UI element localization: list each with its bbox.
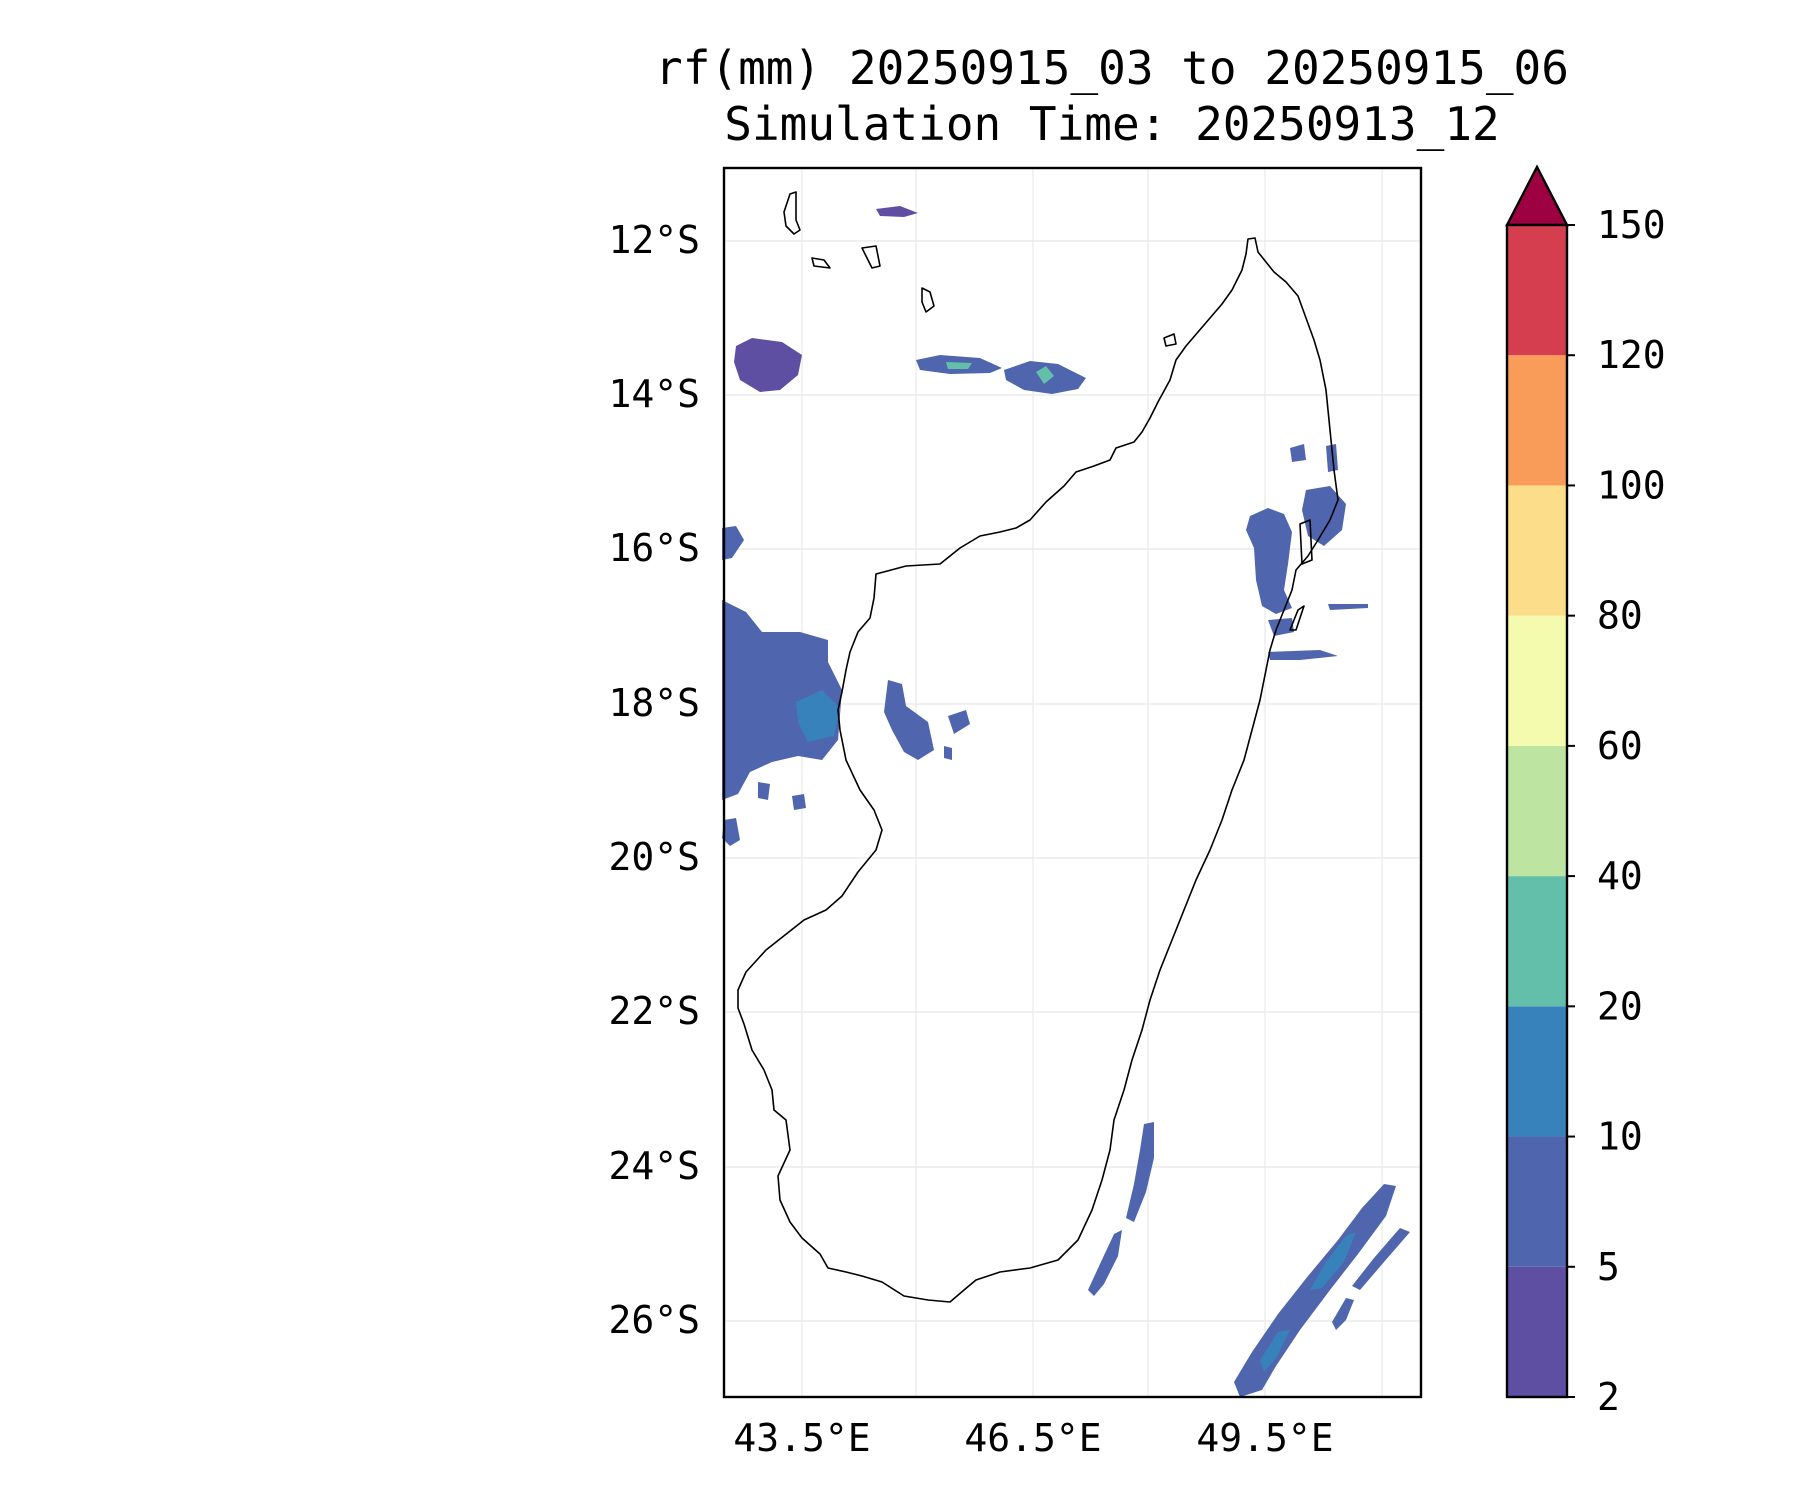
rain-area-5to10 bbox=[722, 600, 842, 800]
rain-area-5to10 bbox=[792, 794, 806, 810]
map-background bbox=[724, 168, 1421, 1397]
map-panel bbox=[722, 166, 1423, 1399]
lat-tick-labels: 12°S 14°S 16°S 18°S 20°S 22°S 24°S 26°S bbox=[608, 218, 700, 1342]
colorbar-tick-label: 150 bbox=[1597, 203, 1666, 247]
colorbar-band bbox=[1507, 876, 1567, 1007]
colorbar-band bbox=[1507, 1266, 1567, 1397]
island-coastline bbox=[1163, 333, 1177, 347]
rain-area-5to10 bbox=[722, 818, 740, 846]
lat-tick-label: 18°S bbox=[608, 681, 700, 725]
lat-tick-label: 22°S bbox=[608, 989, 700, 1033]
lon-tick-label: 49.5°E bbox=[1196, 1416, 1333, 1460]
map-title-line2: Simulation Time: 20250913_12 bbox=[724, 97, 1499, 151]
island-coastline bbox=[1289, 605, 1305, 631]
colorbar-frame bbox=[1505, 223, 1569, 1399]
colorbar-band bbox=[1507, 225, 1567, 356]
rainfall-fields bbox=[722, 206, 1410, 1397]
island-coastline bbox=[921, 287, 935, 313]
lon-tick-label: 46.5°E bbox=[964, 1416, 1101, 1460]
lat-tick-label: 24°S bbox=[608, 1144, 700, 1188]
colorbar-tick-label: 20 bbox=[1597, 984, 1643, 1028]
colorbar-extend-triangle bbox=[1505, 164, 1569, 227]
colorbar-tick-label: 120 bbox=[1597, 333, 1666, 377]
rain-area-5to10 bbox=[1302, 486, 1346, 546]
rain-area-5to10 bbox=[884, 680, 934, 760]
rain-area-5to10 bbox=[1290, 444, 1306, 462]
island-coastline bbox=[861, 245, 881, 269]
colorbar: 2 5 10 20 40 60 80 100 120 150 bbox=[1505, 164, 1666, 1419]
lon-tick-labels: 43.5°E 46.5°E 49.5°E bbox=[733, 1416, 1333, 1460]
colorbar-tick-label: 40 bbox=[1597, 854, 1643, 898]
lat-tick-label: 20°S bbox=[608, 835, 700, 879]
lat-tick-label: 12°S bbox=[608, 218, 700, 262]
colorbar-tick-label: 80 bbox=[1597, 594, 1643, 638]
colorbar-band bbox=[1507, 485, 1567, 616]
colorbar-tick-label: 10 bbox=[1597, 1115, 1643, 1159]
rain-area-5to10 bbox=[1268, 618, 1294, 636]
colorbar-band bbox=[1507, 615, 1567, 746]
rain-area-5to10 bbox=[1352, 1228, 1410, 1290]
colorbar-tick-label: 5 bbox=[1597, 1245, 1620, 1289]
island-coastline bbox=[811, 257, 831, 269]
colorbar-tick-label: 100 bbox=[1597, 463, 1666, 507]
island-coastline bbox=[783, 191, 801, 235]
map-title-line1: rf(mm) 20250915_03 to 20250915_06 bbox=[655, 41, 1569, 95]
rain-area-5to10 bbox=[948, 710, 970, 734]
colorbar-band bbox=[1507, 355, 1567, 486]
lon-tick-label: 43.5°E bbox=[733, 1416, 870, 1460]
madagascar-coastline bbox=[737, 237, 1339, 1303]
rain-area-10to20 bbox=[1310, 1232, 1356, 1290]
colorbar-band bbox=[1507, 1006, 1567, 1137]
rain-area-5to10 bbox=[1246, 508, 1292, 614]
rain-area-5to10 bbox=[1268, 650, 1338, 660]
colorbar-tick-label: 60 bbox=[1597, 724, 1643, 768]
rain-area-5to10 bbox=[1088, 1230, 1122, 1296]
colorbar-band bbox=[1507, 1136, 1567, 1267]
rain-area-2to5 bbox=[734, 338, 802, 392]
rain-area-5to10 bbox=[758, 782, 770, 800]
lat-tick-label: 14°S bbox=[608, 372, 700, 416]
rain-area-10to20 bbox=[796, 690, 840, 742]
lat-tick-label: 26°S bbox=[608, 1298, 700, 1342]
lat-tick-label: 16°S bbox=[608, 526, 700, 570]
rain-area-5to10 bbox=[1126, 1122, 1154, 1222]
rain-area-5to10 bbox=[1328, 604, 1368, 610]
island-coastline bbox=[1299, 519, 1313, 565]
rain-area-5to10 bbox=[944, 746, 952, 760]
rain-area-2to5 bbox=[876, 206, 918, 217]
colorbar-tick-label: 2 bbox=[1597, 1375, 1620, 1419]
rain-area-20to40 bbox=[1036, 366, 1054, 384]
rain-area-5to10 bbox=[722, 526, 744, 560]
rain-area-10to20 bbox=[1260, 1330, 1290, 1372]
map-frame bbox=[722, 166, 1423, 1399]
rain-area-5to10 bbox=[1332, 1298, 1354, 1330]
colorbar-band bbox=[1507, 745, 1567, 877]
coastlines bbox=[737, 191, 1339, 1303]
rain-area-20to40 bbox=[946, 362, 972, 369]
